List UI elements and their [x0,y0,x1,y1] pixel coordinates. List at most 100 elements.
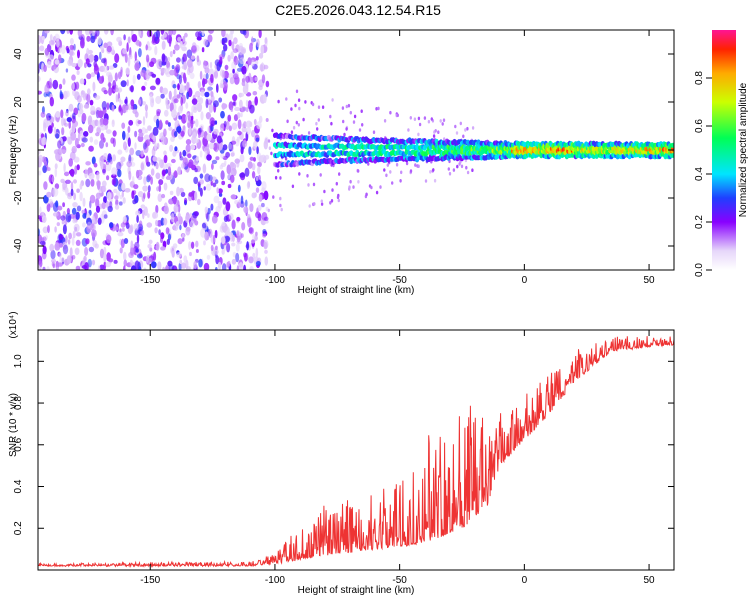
spectrogram-noise-cell [179,151,182,159]
spectrogram-noise-cell [221,249,225,255]
spectrogram-noise-cell [261,202,265,208]
spectrogram-noise-cell [189,112,194,117]
spectrogram-noise-cell [81,137,88,143]
spectrogram-scatter-cell [335,181,338,186]
spectrogram-noise-cell [227,114,232,122]
spectrogram-noise-cell [130,240,134,248]
spectrogram-noise-cell [173,67,179,77]
spectrogram-noise-cell [126,160,132,168]
spectrogram-noise-cell [166,62,170,68]
spectrogram-noise-cell [239,99,243,109]
spectrogram-noise-cell [55,111,61,118]
spectrogram-scatter-cell [345,127,348,131]
spectrogram-scatter-cell [385,173,388,178]
spectrogram-noise-cell [256,152,262,161]
spectrogram-scatter-cell [370,185,373,190]
spectrogram-noise-cell [38,75,41,83]
spectrogram-noise-cell [203,60,207,70]
spectrogram-scatter-cell [367,162,370,166]
spectrogram-noise-cell [210,203,214,211]
spectrogram-y-axis: -40 -20 0 20 40 [13,48,674,253]
spectrogram-noise-cell [263,64,269,70]
spectrogram-scatter-cell [375,190,379,195]
spectrogram-noise-cell [165,120,169,125]
spectrogram-scatter-cell [274,175,278,180]
spectrogram-noise-cell [230,152,235,158]
spectrogram-scatter-cell [302,117,305,122]
spectrogram-noise-cell [79,191,83,202]
spectrogram-noise-cell [81,90,84,95]
spectrogram-noise-cell [168,126,173,131]
spectrogram-noise-cell [127,103,132,111]
spectrogram-noise-cell [162,169,166,176]
spectrogram-noise-cell [125,104,129,113]
spectrogram-noise-cell [230,144,234,152]
spectrogram-noise-cell [152,135,156,142]
spectrogram-noise-cell [173,204,179,213]
spectrogram-noise-cell [42,236,47,242]
spectrogram-noise-cell [91,215,96,224]
spectrogram-noise-cell [243,206,249,214]
spectrogram-noise-cell [91,229,97,238]
spectrogram-noise-cell [223,120,227,128]
spectrogram-noise-cell [235,57,240,65]
spectrogram-noise-cell [109,201,113,209]
spectrogram-noise-cell [76,70,80,75]
spectrogram-noise-cell [175,221,180,227]
spectrogram-noise-cell [212,182,217,187]
spectrogram-noise-cell [56,266,59,270]
spectrogram-noise-cell [216,135,222,144]
spectrogram-noise-cell [122,197,126,204]
spectrogram-noise-cell [219,56,223,62]
spectrogram-noise-cell [208,103,214,113]
spectrogram-noise-cell [251,171,256,179]
spectrogram-noise-cell [252,140,258,150]
spectrogram-noise-cell [147,243,152,249]
spectrogram-noise-cell [61,220,65,225]
spectrogram-noise-cell [87,258,93,268]
spectrogram-noise-cell [195,240,199,248]
spectrogram-noise-cell [65,212,72,223]
spectrogram-noise-cell [123,34,126,41]
spectrogram-noise-cell [181,113,187,124]
spectrogram-noise-cell [101,202,106,210]
spectrogram-noise-cell [258,194,263,202]
spectrogram-noise-cell [178,262,182,270]
spectrogram-noise-cell [114,53,120,64]
spectrogram-scatter-cell [447,167,450,171]
spectrogram-noise-cell [231,258,237,265]
spectrogram-noise-cell [247,181,251,188]
spectrogram-noise-cell [116,161,122,171]
spectrogram-noise-cell [247,161,253,169]
spectrogram-noise-cell [90,178,95,187]
spectrogram-noise-cell [235,243,240,252]
spectrogram-noise-cell [95,30,100,37]
spectrogram-noise-cell [151,261,157,269]
spectrogram-noise-cell [54,242,61,251]
spectrogram-noise-cell [150,176,154,185]
spectrogram-scatter-cell [352,120,356,124]
spectrogram-noise-cell [205,183,212,191]
spectrogram-noise-cell [75,211,80,220]
spectrogram-scatter-cell [317,118,320,122]
spectrogram-noise-cell [156,142,160,150]
spectrogram-noise-cell [130,85,134,93]
spectrogram-noise-cell [138,220,143,227]
spectrogram-noise-cell [252,91,258,96]
snr-y-axis: 0.2 0.4 0.6 0.8 1.0 [13,354,674,535]
spectrogram-scatter-cell [452,168,456,172]
spectrogram-noise-cell [194,138,199,144]
spectrogram-scatter-cell [417,132,420,137]
spectrogram-noise-cell [77,30,83,37]
spectrogram-noise-cell [261,181,267,191]
spectrogram-noise-cell [80,142,85,148]
spectrogram-noise-cell [107,153,112,162]
spectrogram-noise-cell [177,204,181,213]
spectrogram-scatter-cell [297,98,301,102]
spectrogram-noise-cell [227,260,231,267]
spectrogram-noise-cell [154,227,158,234]
spectrogram-noise-cell [42,226,49,234]
spectrogram-noise-cell [241,221,246,231]
spectrogram-noise-cell [210,73,214,84]
spectrogram-noise-cell [239,200,245,208]
